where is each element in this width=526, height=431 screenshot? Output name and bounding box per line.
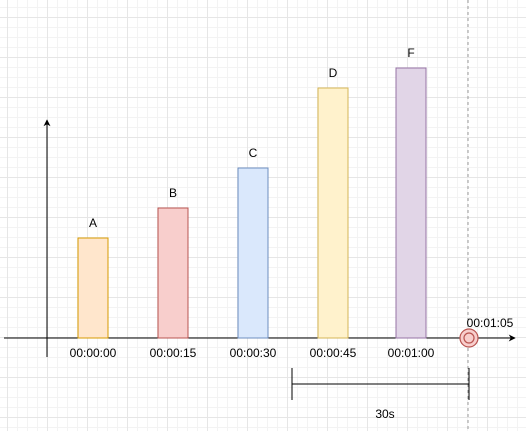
- bar-f: [395, 67, 427, 339]
- bar-b: [157, 207, 189, 339]
- bar-label-d: D: [329, 66, 338, 80]
- window-duration-label: 30s: [375, 407, 394, 421]
- bar-label-f: F: [407, 46, 414, 60]
- tick-label-0: 00:00:00: [70, 346, 117, 360]
- tick-label-2: 00:00:30: [230, 346, 277, 360]
- tick-label-3: 00:00:45: [310, 346, 357, 360]
- bar-label-b: B: [169, 186, 177, 200]
- marker-time-label: 00:01:05: [467, 316, 514, 330]
- marker-outer-circle: [459, 328, 479, 348]
- bar-c: [237, 167, 269, 339]
- tick-label-4: 00:01:00: [388, 346, 435, 360]
- bar-d: [317, 87, 349, 339]
- bar-label-c: C: [249, 146, 258, 160]
- tick-label-1: 00:00:15: [150, 346, 197, 360]
- bar-a: [77, 237, 109, 339]
- bar-label-a: A: [89, 216, 97, 230]
- marker-inner-circle: [463, 332, 475, 344]
